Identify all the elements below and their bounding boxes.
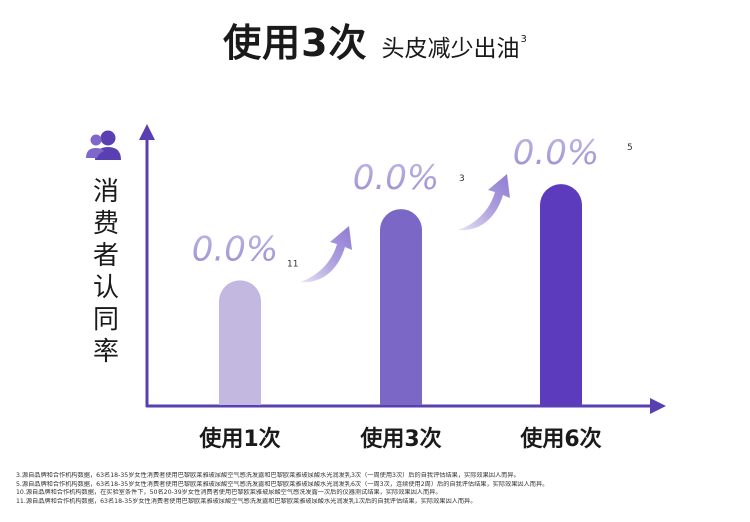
- y-axis-arrowhead: [139, 124, 155, 140]
- growth-arrow-2: [458, 174, 510, 231]
- y-axis-label-char: 同: [92, 305, 119, 335]
- bar-value-label: 0.0%: [192, 229, 278, 269]
- bar-value-label: 0.0%: [353, 158, 439, 198]
- axes: [139, 124, 666, 414]
- title-main: 使用3次: [223, 21, 368, 65]
- y-axis-label-char: 消: [92, 177, 119, 207]
- title-subtitle: 头皮减少出油: [381, 36, 520, 62]
- footnote-mark: 5: [627, 143, 633, 153]
- growth-arrow-1: [300, 226, 352, 283]
- x-tick-label: 使用6次: [519, 426, 601, 452]
- page-title: 使用3次 头皮减少出油3: [0, 12, 750, 67]
- bar: [219, 280, 261, 405]
- people-icon: [86, 130, 121, 160]
- bar-value-label: 0.0%: [513, 133, 599, 173]
- y-axis-label-char: 认: [92, 273, 119, 303]
- footnotes: 3.源自品牌和合作机构数据，63名18-35岁女性消费者使用巴黎欧莱雅玻尿酸空气…: [16, 472, 736, 506]
- footnote-mark: 3: [459, 174, 465, 184]
- x-axis-arrowhead: [650, 398, 666, 414]
- y-axis-label-char: 费: [92, 209, 119, 239]
- y-axis-label-char: 率: [92, 337, 119, 367]
- footnote: 11.源自品牌和合作机构数据，63名18-35岁女性消费者使用巴黎欧莱雅玻尿酸空…: [16, 497, 477, 505]
- x-tick-label: 使用1次: [198, 426, 280, 452]
- bar-chart: 0.0% 11 使用1次 0.0% 3 使用3次 0.0% 5 使用6次: [86, 124, 666, 452]
- footnote-mark: 11: [287, 259, 298, 269]
- title-footnote-mark: 3: [520, 34, 527, 45]
- footnote: 3.源自品牌和合作机构数据，63名18-35岁女性消费者使用巴黎欧莱雅玻尿酸空气…: [16, 472, 520, 479]
- bar: [540, 184, 582, 405]
- x-tick-label: 使用3次: [359, 426, 441, 452]
- bar: [380, 209, 422, 405]
- footnote: 10.源自品牌和合作机构数据，在实验室条件下，50名20-39岁女性消费者使用巴…: [16, 489, 442, 497]
- y-axis-label-char: 者: [92, 241, 119, 271]
- footnote: 5.源自品牌和合作机构数据，63名18-35岁女性消费者使用巴黎欧莱雅玻尿酸空气…: [16, 480, 549, 488]
- y-axis-label: 消费者认同率: [88, 176, 124, 368]
